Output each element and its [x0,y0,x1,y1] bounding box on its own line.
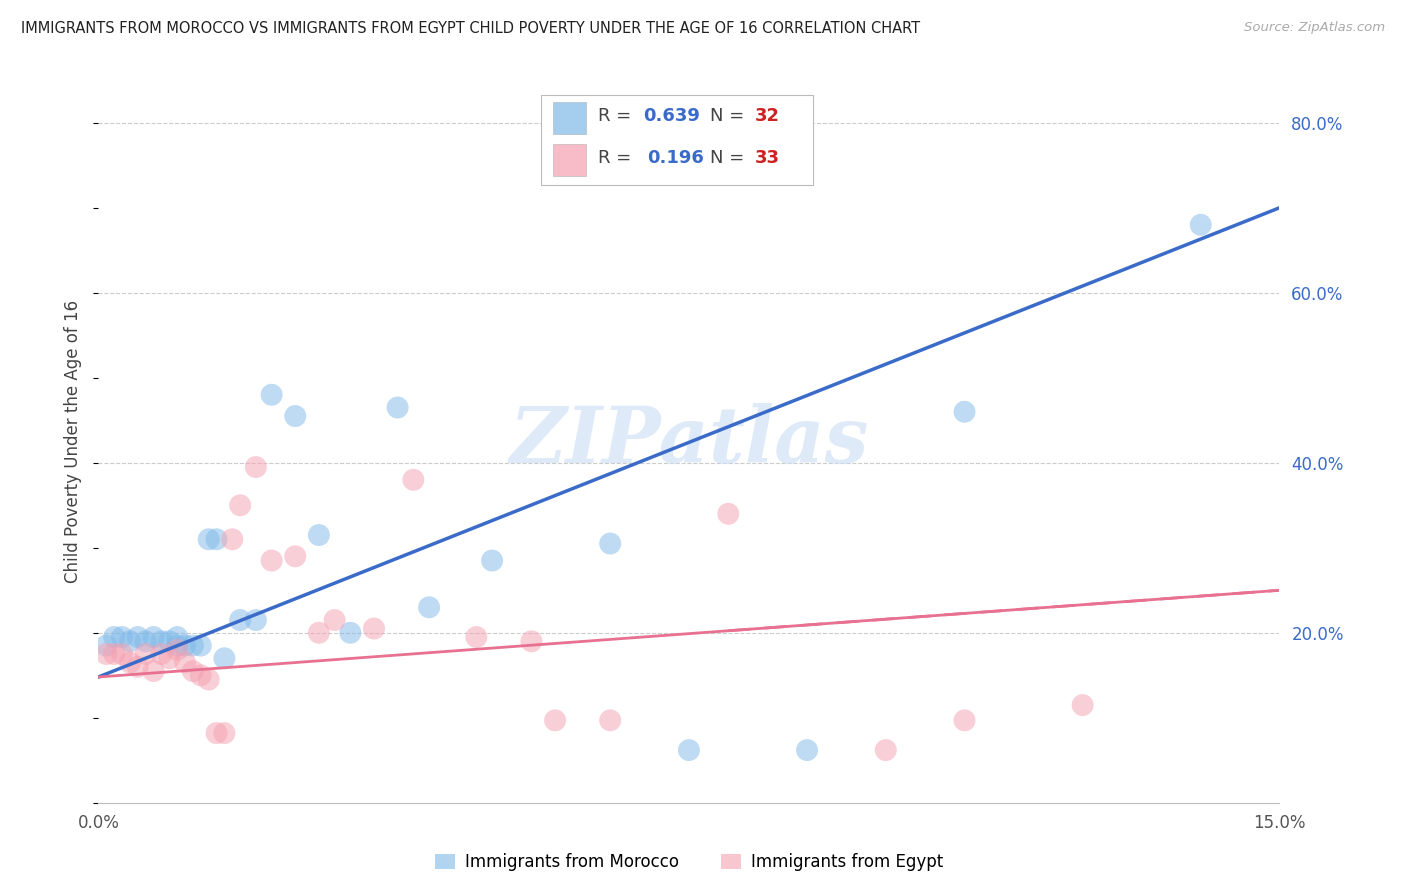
Point [166,642,188,657]
Y-axis label: Child Poverty Under the Age of 16: Child Poverty Under the Age of 16 [65,300,83,583]
FancyBboxPatch shape [553,102,586,135]
Text: 0.196: 0.196 [648,149,704,167]
Point [181,664,204,678]
Point [465,630,488,644]
Point [190,639,212,653]
Point [157,634,180,648]
Point [796,743,818,757]
Point [135,634,157,648]
Point [544,714,567,728]
Point [111,630,134,644]
Point [245,613,267,627]
Text: 32: 32 [755,107,780,126]
Point [174,639,197,653]
Point [245,460,267,475]
Point [157,651,180,665]
Point [96,639,118,653]
Point [599,714,621,728]
Point [520,634,543,648]
Point [174,656,197,670]
Point [150,634,173,648]
Text: N =: N = [710,149,751,167]
Point [221,533,243,547]
Point [118,634,141,648]
Point [205,726,228,740]
Point [953,405,976,419]
Point [166,630,188,644]
Point [135,647,157,661]
Point [181,639,204,653]
Point [953,714,976,728]
Point [197,673,219,687]
Point [544,158,567,172]
Point [260,388,283,402]
Point [875,743,897,757]
Point [599,536,621,550]
Point [127,660,149,674]
Text: IMMIGRANTS FROM MOROCCO VS IMMIGRANTS FROM EGYPT CHILD POVERTY UNDER THE AGE OF : IMMIGRANTS FROM MOROCCO VS IMMIGRANTS FR… [21,21,920,36]
Point [214,726,236,740]
Text: ZIPatlas: ZIPatlas [509,403,869,480]
FancyBboxPatch shape [541,95,813,185]
Point [363,622,385,636]
Point [481,553,503,567]
Text: 0.639: 0.639 [643,107,700,126]
Point [678,743,700,757]
Point [308,625,330,640]
Text: R =: R = [598,107,637,126]
Point [150,647,173,661]
Point [190,668,212,682]
Point [229,498,252,512]
Point [111,647,134,661]
Point [284,409,307,423]
Point [127,630,149,644]
Text: N =: N = [710,107,751,126]
Point [339,625,361,640]
Point [260,553,283,567]
Point [1189,218,1212,232]
FancyBboxPatch shape [553,144,586,176]
Point [229,613,252,627]
Point [118,656,141,670]
Text: 33: 33 [755,149,780,167]
Point [1071,698,1094,712]
Point [214,651,236,665]
Legend: Immigrants from Morocco, Immigrants from Egypt: Immigrants from Morocco, Immigrants from… [429,847,949,878]
Point [103,630,125,644]
Point [284,549,307,564]
Text: Source: ZipAtlas.com: Source: ZipAtlas.com [1244,21,1385,34]
Point [205,533,228,547]
Point [308,528,330,542]
Point [402,473,425,487]
Point [418,600,440,615]
Point [96,647,118,661]
Point [323,613,346,627]
Point [142,630,165,644]
Point [387,401,409,415]
Text: R =: R = [598,149,643,167]
Point [717,507,740,521]
Point [197,533,219,547]
Point [142,664,165,678]
Point [103,647,125,661]
Point [166,639,188,653]
